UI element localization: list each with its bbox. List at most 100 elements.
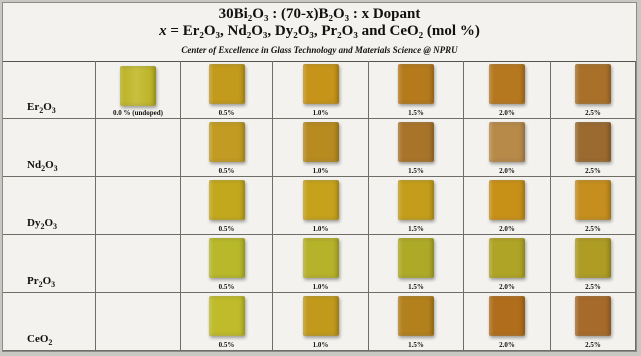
concentration-label: 2.5% (585, 109, 601, 117)
glass-sample (575, 64, 611, 104)
undoped-cell: 0.0 % (undoped) (96, 61, 181, 119)
composition-title: 30Bi₂O₃ : (70-x)B₂O₃ : x Dopant (218, 6, 421, 22)
concentration-label: 1.5% (408, 283, 424, 291)
sample-cell: 0.5% (181, 293, 273, 351)
sample-grid: Er2O3 0.0 % (undoped) 0.5% 1.0% 1.5% 2.0% 2.5%… (3, 61, 636, 351)
sample-cell: 2.5% (551, 119, 636, 177)
glass-sample (398, 180, 434, 220)
dopant-label: CeO2 (27, 332, 53, 347)
undoped-cell (96, 235, 181, 293)
dopant-label: Pr2O3 (27, 274, 56, 289)
concentration-label: 2.0% (499, 167, 515, 175)
concentration-label: 1.0% (312, 167, 329, 175)
variable-x: x (159, 23, 167, 39)
sample-cell: 1.5% (369, 177, 464, 235)
glass-sample (489, 64, 525, 104)
glass-sample (302, 122, 339, 162)
glass-sample (575, 296, 611, 336)
glass-sample (489, 180, 525, 220)
undoped-cell (96, 119, 181, 177)
dopant-label: Er2O3 (27, 100, 56, 115)
concentration-label: 2.5% (585, 341, 601, 349)
glass-sample (398, 238, 434, 278)
concentration-label: 2.0% (499, 341, 515, 349)
glass-sample (398, 64, 434, 104)
concentration-label: 0.5% (218, 225, 235, 233)
concentration-label: 2.5% (585, 225, 601, 233)
dopant-row-label-cell: Pr2O3 (3, 235, 96, 293)
institution-subtitle: Center of Excellence in Glass Technology… (181, 45, 458, 55)
sample-cell: 0.5% (181, 61, 273, 119)
sample-cell: 0.5% (181, 119, 273, 177)
sample-cell: 1.5% (369, 61, 464, 119)
concentration-label: 2.0% (499, 109, 515, 117)
concentration-label: 2.0% (499, 283, 515, 291)
concentration-label: 1.5% (408, 109, 424, 117)
concentration-label: 2.0% (499, 225, 515, 233)
sample-cell: 1.5% (369, 119, 464, 177)
concentration-label: 0.5% (218, 109, 235, 117)
subscript: 2 (41, 164, 46, 173)
concentration-label: 0.5% (218, 283, 235, 291)
undoped-cell (96, 177, 181, 235)
dopant-row-label-cell: Nd2O3 (3, 119, 96, 177)
subscript: 2 (39, 106, 44, 115)
glass-sample (489, 238, 525, 278)
undoped-cell (96, 293, 181, 351)
concentration-label: 1.0% (312, 109, 329, 117)
concentration-label: 1.5% (408, 225, 424, 233)
glass-sample (398, 296, 434, 336)
sample-cell: 1.0% (273, 235, 369, 293)
sample-cell: 2.5% (551, 61, 636, 119)
concentration-label: 1.0% (312, 341, 329, 349)
concentration-label: 1.0% (312, 283, 329, 291)
dopant-list-title: x = Er₂O₃, Nd₂O₃, Dy₂O₃, Pr₂O₃ and CeO₂ … (3, 23, 636, 40)
sample-cell: 2.5% (551, 177, 636, 235)
sample-cell: 2.0% (464, 235, 551, 293)
glass-sample (398, 122, 434, 162)
glass-sample (489, 296, 525, 336)
subscript: 2 (40, 222, 45, 231)
sample-cell: 1.0% (273, 293, 369, 351)
sample-cell: 2.5% (551, 293, 636, 351)
glass-sample (208, 122, 245, 162)
sample-cell: 2.0% (464, 119, 551, 177)
subscript: 3 (53, 164, 58, 173)
dopant-row-label-cell: CeO2 (3, 293, 96, 351)
sample-cell: 0.5% (181, 177, 273, 235)
sample-cell: 2.0% (464, 293, 551, 351)
glass-sample (575, 180, 611, 220)
glass-sample-undoped (120, 66, 156, 106)
concentration-label: 2.5% (585, 283, 601, 291)
dopant-label: Dy2O3 (27, 216, 58, 231)
concentration-label: 2.5% (585, 167, 601, 175)
glass-sample (302, 238, 339, 278)
subscript: 3 (53, 222, 58, 231)
glass-sample (489, 122, 525, 162)
photo-board: 30Bi₂O₃ : (70-x)B₂O₃ : x Dopant x = Er₂O… (2, 2, 637, 352)
sample-cell: 2.0% (464, 61, 551, 119)
subscript: 3 (51, 280, 56, 289)
concentration-label: 1.5% (408, 167, 424, 175)
sample-cell: 1.0% (273, 119, 369, 177)
concentration-label: 0.0 % (undoped) (113, 109, 163, 117)
sample-cell: 2.5% (551, 235, 636, 293)
dopant-list-text: = Er₂O₃, Nd₂O₃, Dy₂O₃, Pr₂O₃ and CeO₂ (m… (166, 23, 480, 39)
glass-sample (302, 64, 339, 104)
sample-cell: 0.5% (181, 235, 273, 293)
glass-sample (208, 238, 245, 278)
glass-sample (575, 238, 611, 278)
concentration-label: 0.5% (218, 167, 235, 175)
sample-cell: 1.0% (273, 61, 369, 119)
concentration-label: 1.0% (312, 225, 329, 233)
glass-sample (208, 180, 245, 220)
subscript: 3 (51, 106, 56, 115)
sample-cell: 1.5% (369, 235, 464, 293)
sample-cell: 2.0% (464, 177, 551, 235)
concentration-label: 1.5% (408, 341, 424, 349)
sample-cell: 1.5% (369, 293, 464, 351)
glass-sample (208, 64, 245, 104)
dopant-row-label-cell: Dy2O3 (3, 177, 96, 235)
glass-sample (302, 180, 339, 220)
sample-cell: 1.0% (273, 177, 369, 235)
